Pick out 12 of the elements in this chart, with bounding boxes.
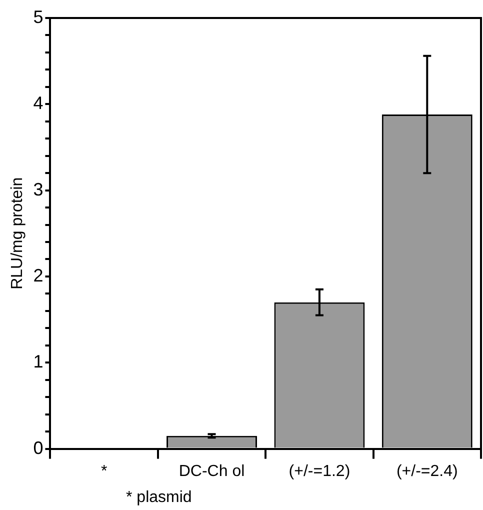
x-tick-label: * <box>100 462 108 480</box>
y-tick-label: 0 <box>33 438 44 458</box>
y-tick-label: 3 <box>33 179 44 200</box>
y-tick-label: 2 <box>33 265 44 286</box>
y-tick-label: 5 <box>33 6 44 27</box>
y-axis-title: RLU/mg protein <box>9 177 26 290</box>
x-tick-label: (+/-=1.2) <box>288 462 350 480</box>
text: * plasmid <box>126 489 192 506</box>
y-tick-label: 4 <box>33 93 44 114</box>
x-tick-label: DC-Ch ol <box>178 462 245 480</box>
x-tick-label: (+/-=2.4) <box>396 462 458 480</box>
y-tick-label: 1 <box>33 352 44 372</box>
